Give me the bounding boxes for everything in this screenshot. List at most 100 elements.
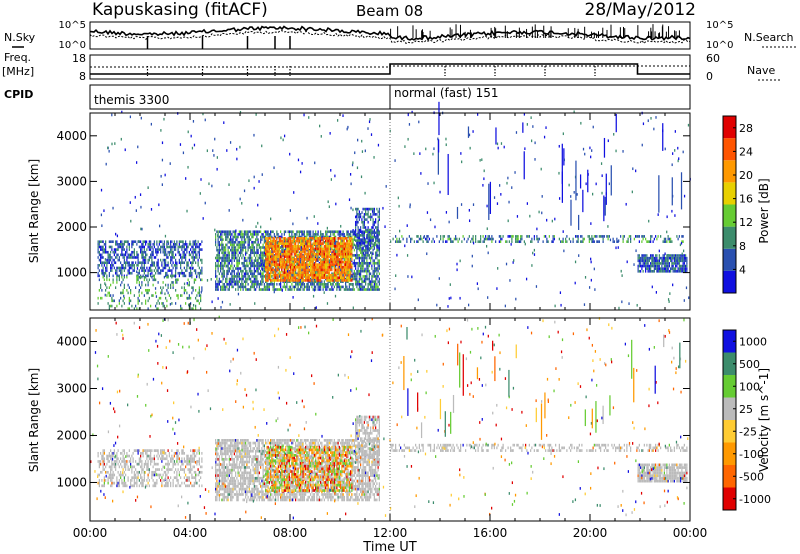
scatter-cell (253, 254, 255, 257)
scatter-cell (286, 260, 288, 264)
scatter-cell (152, 264, 154, 267)
scatter-cell (246, 280, 248, 283)
scatter-cell (301, 233, 303, 236)
scatter-cell (166, 299, 168, 303)
scatter-cell (442, 240, 444, 243)
scatter-cell (271, 244, 273, 248)
scatter-cell (290, 255, 292, 259)
scatter-cell (320, 247, 322, 251)
scatter-cell (226, 243, 228, 247)
scatter-cell (291, 255, 293, 259)
scatter-cell (108, 253, 110, 257)
scatter-cell (235, 267, 237, 270)
scatter-cell (239, 110, 242, 114)
scatter-cell (358, 285, 360, 289)
scatter-cell (367, 254, 369, 257)
scatter-cell (345, 263, 347, 266)
scatter-cell (173, 248, 175, 251)
scatter-cell (288, 258, 290, 261)
scatter-cell (656, 237, 658, 241)
scatter-cell (357, 254, 359, 257)
scatter-cell (347, 252, 349, 256)
scatter-cell (332, 263, 334, 266)
scatter-cell (647, 119, 649, 123)
scatter-cell (583, 303, 586, 306)
scatter-cell (233, 240, 235, 244)
scatter-cell (472, 130, 474, 133)
scatter-cell (188, 303, 190, 307)
scatter-cell (348, 285, 350, 289)
scatter-cell (350, 247, 352, 251)
scatter-cell (221, 256, 223, 260)
scatter-cell (141, 264, 143, 267)
scatter-cell (308, 263, 310, 266)
scatter-cell (320, 242, 322, 245)
scatter-cell (275, 273, 277, 277)
scatter-cell (333, 280, 335, 283)
scatter-cell (273, 233, 275, 236)
scatter-cell (356, 239, 358, 242)
scatter-cell (372, 220, 374, 224)
scatter-cell (376, 236, 378, 240)
scatter-cell (338, 268, 340, 272)
scatter-cell (307, 258, 309, 261)
scatter-cell (218, 272, 220, 276)
scatter-cell (150, 274, 152, 278)
scatter-cell (235, 256, 237, 260)
scatter-cell (238, 280, 240, 283)
scatter-cell (322, 288, 324, 291)
scatter-cell (302, 260, 304, 264)
scatter-cell (271, 271, 273, 274)
scatter-cell (361, 282, 363, 286)
scatter-cell (257, 259, 259, 262)
scatter-cell (327, 250, 329, 253)
scatter-cell (182, 271, 184, 275)
scatter-cell (366, 256, 368, 260)
scatter-cell (206, 149, 208, 153)
scatter-cell (126, 261, 128, 265)
scatter-cell (348, 279, 350, 282)
scatter-cell (311, 255, 313, 259)
scatter-cell (186, 291, 188, 295)
scatter-cell (656, 259, 658, 263)
scatter-cell (356, 223, 358, 227)
scatter-cell (241, 256, 243, 260)
scatter-cell (277, 244, 279, 248)
scatter-cell (677, 237, 679, 241)
scatter-cell (681, 256, 683, 260)
scatter-cell (656, 256, 658, 260)
scatter-cell (313, 282, 315, 286)
scatter-cell (143, 278, 145, 282)
scatter-cell (172, 261, 174, 265)
scatter-cell (200, 294, 202, 297)
scatter-cell (406, 240, 408, 243)
scatter-cell (342, 239, 344, 243)
scatter-cell (682, 256, 684, 260)
scatter-cell (301, 235, 303, 239)
scatter-cell (325, 230, 327, 234)
scatter-cell (323, 276, 325, 280)
scatter-cell (115, 232, 117, 236)
scatter-cell (237, 246, 239, 249)
scatter-cell (237, 280, 239, 283)
scatter-cell (283, 279, 285, 282)
scatter-cell (646, 254, 648, 257)
scatter-cell (296, 237, 298, 240)
scatter-cell (290, 285, 292, 289)
scatter-cell (286, 268, 288, 272)
scatter-cell (371, 275, 373, 278)
scatter-cell (377, 210, 379, 214)
scatter-cell (262, 280, 264, 283)
scatter-cell (164, 173, 166, 177)
scatter-cell (345, 279, 347, 282)
scatter-cell (194, 270, 197, 274)
scatter-cell (228, 183, 230, 186)
scatter-cell (370, 247, 372, 250)
scatter-cell (313, 238, 315, 241)
scatter-cell (355, 223, 357, 227)
scatter-cell (350, 282, 352, 286)
scatter-cell (267, 237, 269, 240)
scatter-cell (307, 252, 309, 256)
scatter-cell (303, 265, 305, 269)
scatter-cell (297, 268, 299, 272)
